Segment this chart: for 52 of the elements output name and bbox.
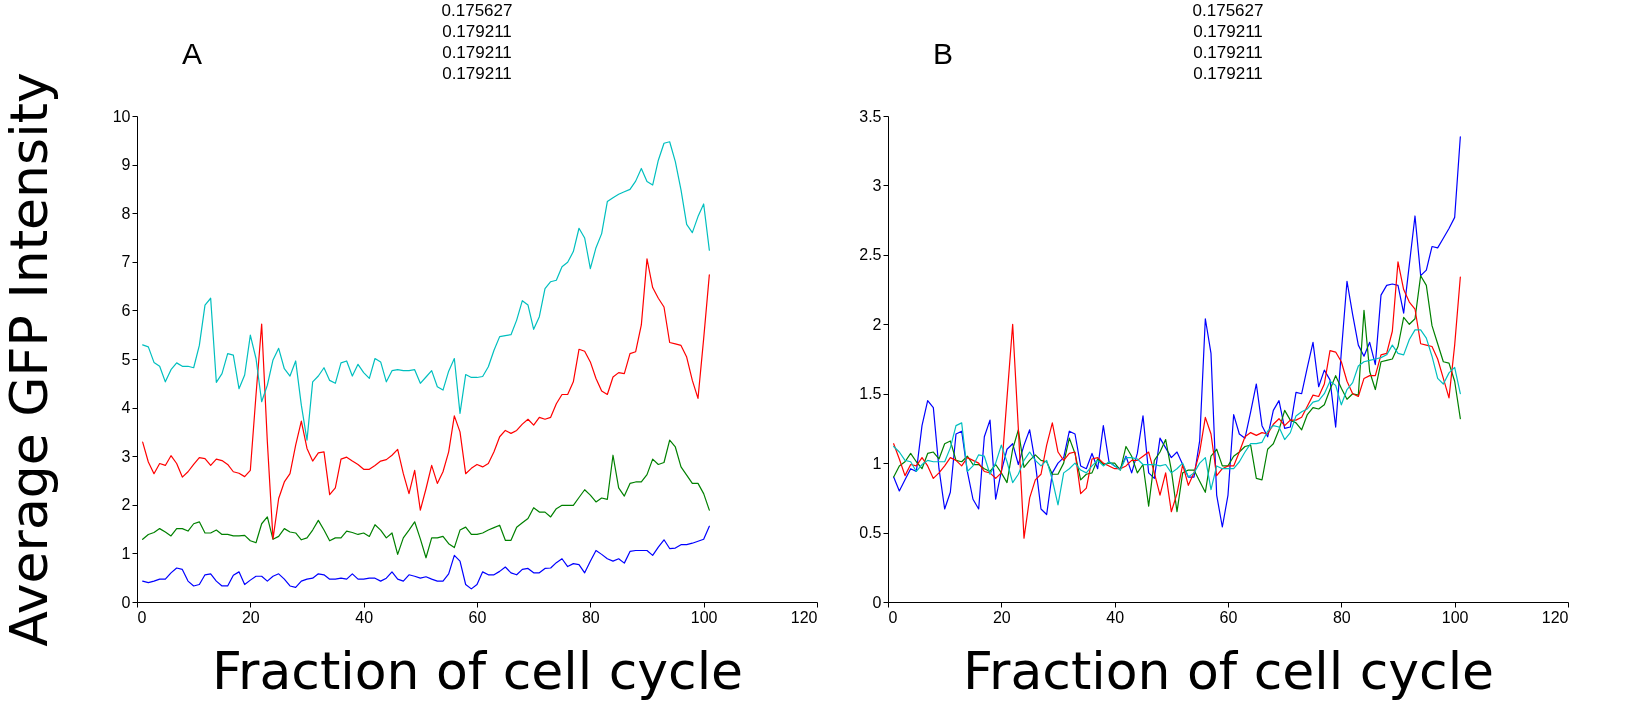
y-axis-title: Average GFP Intensity: [0, 72, 59, 647]
y-tick-label: 1: [121, 544, 131, 562]
y-tick-label: 1.5: [859, 385, 882, 403]
y-tick-label: 0: [872, 593, 882, 611]
x-tick-label: 0: [137, 608, 147, 626]
x-tick-label: 0: [888, 608, 898, 626]
text: 0.179211: [442, 43, 512, 62]
y-tick-label: 3: [872, 176, 882, 194]
text: 0.179211: [442, 22, 512, 41]
y-tick-label: 6: [121, 301, 131, 319]
y-tick-label: 9: [121, 156, 131, 174]
text: 0.175627: [1192, 1, 1264, 20]
x-tick-label: 80: [581, 608, 600, 626]
text: 0.179211: [442, 64, 512, 83]
y-tick-label: 0: [121, 593, 131, 611]
y-tick-label: 10: [112, 107, 131, 125]
line-series: [142, 141, 710, 441]
y-tick-label: 2.5: [859, 246, 882, 264]
line-series: [142, 258, 710, 540]
line-series: [893, 329, 1461, 506]
x-tick-label: 20: [992, 608, 1011, 626]
y-tick-label: 4: [121, 399, 131, 417]
y-tick-label: 3.5: [859, 107, 882, 125]
x-tick-label: 120: [790, 608, 818, 626]
x-tick-label: 60: [468, 608, 487, 626]
x-axis-title: Fraction of cell cycle: [962, 640, 1495, 701]
x-tick-label: 40: [355, 608, 374, 626]
chart-title: B: [932, 37, 954, 70]
y-tick-label: 7: [121, 253, 131, 271]
y-tick-label: 2: [872, 315, 882, 333]
x-tick-label: 100: [1441, 608, 1469, 626]
y-tick-label: 3: [121, 447, 131, 465]
line-series: [893, 136, 1461, 528]
x-tick-label: 100: [690, 608, 718, 626]
y-tick-label: 2: [121, 496, 131, 514]
x-tick-label: 40: [1106, 608, 1125, 626]
x-tick-label: 120: [1541, 608, 1569, 626]
text: 0.175627: [441, 1, 513, 20]
chart-title: A: [181, 37, 203, 70]
x-tick-label: 80: [1332, 608, 1351, 626]
text: 0.179211: [1193, 64, 1263, 83]
y-tick-label: 8: [121, 204, 131, 222]
x-axis-title: Fraction of cell cycle: [211, 640, 744, 701]
line-series: [142, 525, 710, 590]
y-tick-label: 5: [121, 350, 131, 368]
x-tick-label: 20: [241, 608, 260, 626]
text: 0.179211: [1193, 43, 1263, 62]
y-tick-label: 1: [872, 454, 882, 472]
text: 0.179211: [1193, 22, 1263, 41]
y-tick-label: 0.5: [859, 524, 882, 542]
x-tick-label: 60: [1219, 608, 1238, 626]
line-series: [142, 439, 710, 559]
